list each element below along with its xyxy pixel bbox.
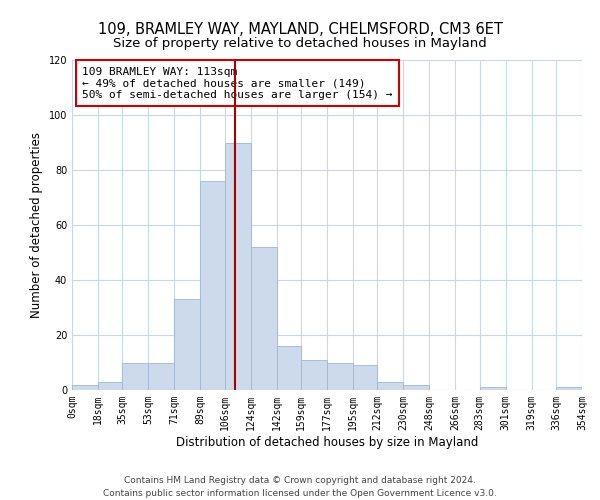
Bar	[225, 142, 251, 390]
Bar	[72, 384, 98, 390]
Bar	[301, 360, 327, 390]
Bar	[556, 387, 582, 390]
Bar	[377, 382, 403, 390]
Bar	[148, 362, 174, 390]
Bar	[480, 387, 506, 390]
Text: 109 BRAMLEY WAY: 113sqm
← 49% of detached houses are smaller (149)
50% of semi-d: 109 BRAMLEY WAY: 113sqm ← 49% of detache…	[82, 66, 392, 100]
Bar	[200, 181, 225, 390]
Text: 109, BRAMLEY WAY, MAYLAND, CHELMSFORD, CM3 6ET: 109, BRAMLEY WAY, MAYLAND, CHELMSFORD, C…	[98, 22, 502, 38]
Y-axis label: Number of detached properties: Number of detached properties	[30, 132, 43, 318]
Bar	[251, 247, 277, 390]
X-axis label: Distribution of detached houses by size in Mayland: Distribution of detached houses by size …	[176, 436, 478, 448]
Bar	[277, 346, 301, 390]
Bar	[353, 365, 377, 390]
Bar	[122, 362, 148, 390]
Bar	[403, 384, 429, 390]
Bar	[327, 362, 353, 390]
Bar	[98, 382, 122, 390]
Bar	[174, 299, 200, 390]
Text: Size of property relative to detached houses in Mayland: Size of property relative to detached ho…	[113, 38, 487, 51]
Text: Contains HM Land Registry data © Crown copyright and database right 2024.
Contai: Contains HM Land Registry data © Crown c…	[103, 476, 497, 498]
